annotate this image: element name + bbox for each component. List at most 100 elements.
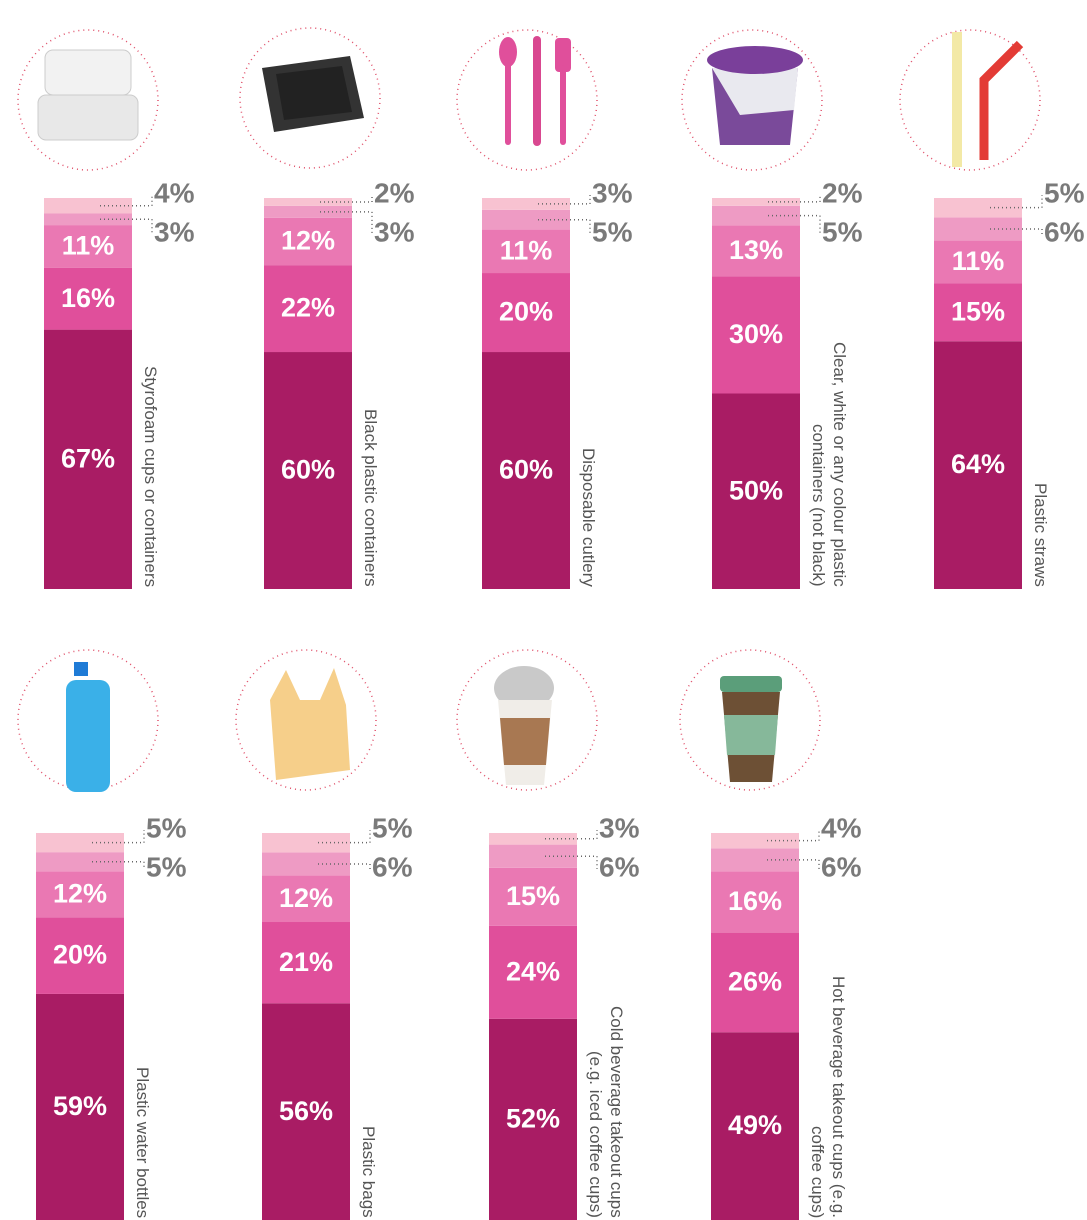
value-label: 6% — [599, 851, 640, 882]
icon-lid — [707, 46, 803, 74]
bar-segment — [44, 225, 132, 268]
leader-line — [538, 218, 591, 234]
icon-circle — [17, 29, 159, 171]
icon-circle — [239, 27, 381, 169]
icon-circle — [679, 649, 821, 791]
bar-segment — [489, 844, 577, 868]
value-label: 12% — [279, 883, 333, 913]
leader-line — [990, 195, 1043, 209]
value-label: 50% — [729, 475, 783, 505]
bar-segment — [482, 352, 570, 589]
bar-segment — [36, 833, 124, 853]
category-label: Cold beverage takeout cups (e.g. iced co… — [586, 1006, 626, 1218]
value-label: 6% — [372, 851, 413, 882]
icon-tray — [276, 66, 352, 120]
value-label: 2% — [374, 177, 415, 208]
value-label: 3% — [592, 177, 633, 208]
bar-segment — [489, 1018, 577, 1220]
category-label: Plastic straws — [1031, 483, 1050, 587]
bar-segment — [482, 273, 570, 353]
bar-segment — [262, 1003, 350, 1220]
category-label: Disposable cutlery — [579, 448, 598, 587]
leader-line — [100, 218, 153, 234]
leader-line — [545, 830, 598, 840]
icons — [37, 32, 1024, 792]
bar-segment — [489, 833, 577, 845]
bar-segment — [36, 917, 124, 994]
value-label: 22% — [281, 293, 335, 323]
bar-segment — [712, 276, 800, 394]
leader-line — [768, 195, 821, 203]
value-label: 52% — [506, 1104, 560, 1134]
icon-circles — [17, 27, 1041, 791]
leader-line — [100, 195, 153, 207]
value-label: 3% — [599, 812, 640, 843]
value-label: 67% — [61, 443, 115, 473]
bar-segment — [934, 240, 1022, 284]
value-label: 5% — [1044, 177, 1085, 208]
value-label: 16% — [61, 283, 115, 313]
value-label: 64% — [951, 449, 1005, 479]
bar-segment — [264, 205, 352, 218]
bar-segment — [482, 209, 570, 230]
category-label: Clear, white or any colour plastic conta… — [809, 342, 849, 587]
value-label: 11% — [952, 246, 1005, 276]
icon-spoon — [499, 37, 517, 67]
value-label: 5% — [146, 851, 187, 882]
category-label: Hot beverage takeout cups (e.g. coffee c… — [808, 976, 848, 1218]
category-label: Styrofoam cups or containers — [141, 365, 160, 587]
icon-lid — [494, 666, 554, 710]
icon-fork — [560, 65, 566, 145]
leader-line — [318, 830, 371, 844]
bar-segment — [934, 198, 1022, 218]
leader-line — [767, 830, 820, 842]
bar-segment — [934, 341, 1022, 589]
icon-box — [37, 94, 139, 141]
icon-circle — [899, 29, 1041, 171]
value-label: 5% — [146, 812, 187, 843]
value-label: 6% — [821, 851, 862, 882]
icon-circle — [456, 29, 598, 171]
icon-spoon — [505, 60, 511, 145]
bar-segment — [262, 833, 350, 853]
bar-segment — [36, 993, 124, 1220]
category-label: Black plastic containers — [361, 409, 380, 587]
bar-segment — [711, 848, 799, 872]
bar-segment — [262, 852, 350, 876]
bar-segment — [712, 225, 800, 277]
icon-straw — [952, 32, 962, 167]
value-label: 20% — [53, 940, 107, 970]
bar-segment — [262, 922, 350, 1004]
value-label: 26% — [728, 967, 782, 997]
value-label: 2% — [822, 177, 863, 208]
bar-segment — [36, 871, 124, 918]
value-label: 12% — [281, 226, 335, 256]
value-label: 6% — [1044, 216, 1085, 247]
icon-cup — [712, 68, 798, 115]
icon-knife — [533, 36, 541, 146]
value-label: 60% — [281, 455, 335, 485]
value-label: 3% — [374, 216, 415, 247]
value-label: 30% — [729, 319, 783, 349]
value-label: 5% — [372, 812, 413, 843]
bar-segment — [711, 932, 799, 1033]
bar-segment — [36, 852, 124, 872]
icon-straw — [979, 40, 1024, 160]
icon-bottle — [66, 680, 110, 792]
bar-segment — [264, 265, 352, 353]
bar-segment — [482, 229, 570, 274]
leader-line — [92, 830, 145, 844]
bar-segment — [489, 925, 577, 1019]
bar-segment — [712, 393, 800, 589]
bar-segment — [711, 1032, 799, 1220]
value-label: 21% — [279, 947, 333, 977]
category-label: Plastic water bottles — [133, 1066, 152, 1218]
value-label: 16% — [728, 886, 782, 916]
value-label: 49% — [728, 1110, 782, 1140]
icon-circle — [235, 649, 377, 791]
icon-box — [44, 49, 132, 96]
value-label: 3% — [154, 216, 195, 247]
value-label: 56% — [279, 1096, 333, 1126]
bar-segment — [482, 198, 570, 210]
